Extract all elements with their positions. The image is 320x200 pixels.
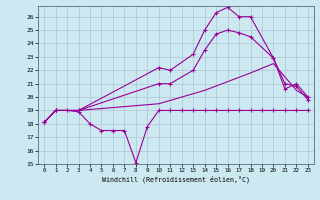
X-axis label: Windchill (Refroidissement éolien,°C): Windchill (Refroidissement éolien,°C) bbox=[102, 176, 250, 183]
